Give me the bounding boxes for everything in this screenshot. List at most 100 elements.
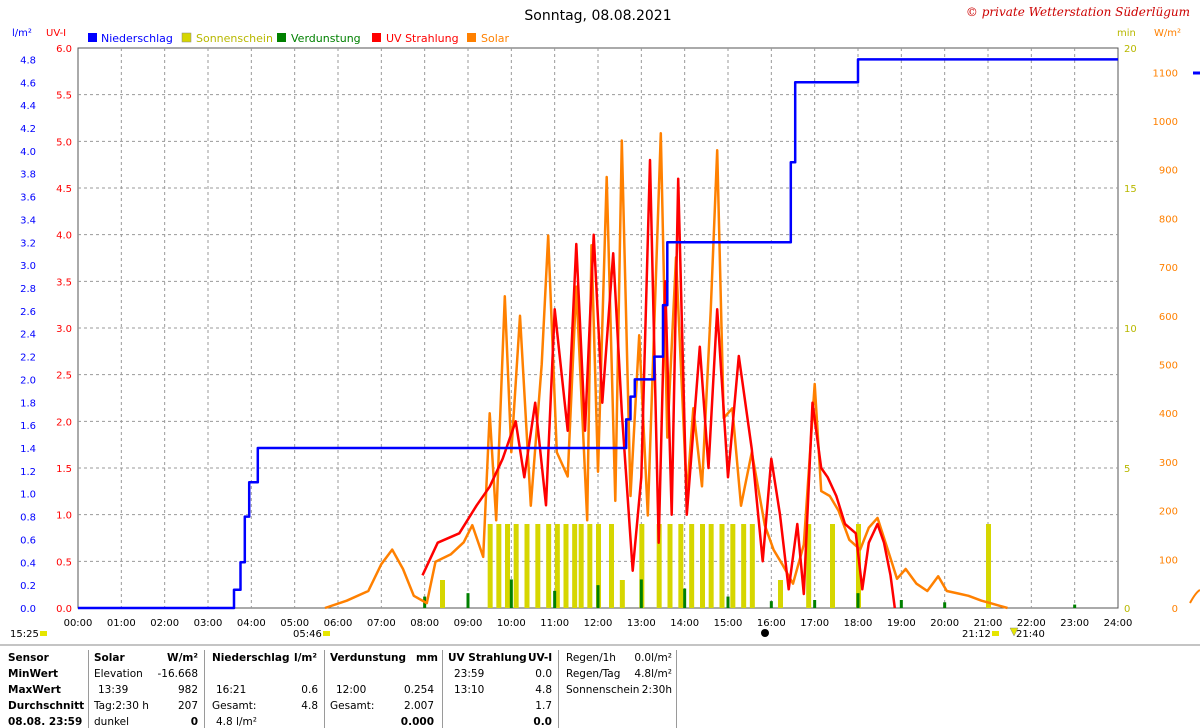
axis-label-uv: UV-I: [46, 28, 66, 39]
rain-max-label: 16:21: [216, 684, 247, 696]
x-tick-label: 13:00: [627, 618, 656, 629]
rain-tick-label: 0.4: [20, 558, 36, 569]
x-tick-label: 08:00: [410, 618, 439, 629]
x-axis: 00:00 01:00 02:00 03:00 04:00 05:00 06:00 07:00…: [64, 618, 1133, 629]
solar-tick-label: 500: [1159, 361, 1178, 372]
legend-label-uv: UV Strahlung: [386, 32, 459, 45]
rain-tick-label: 0.2: [20, 581, 36, 592]
solar-edge-mark: [1189, 589, 1200, 604]
uv-min-label: 23:59: [454, 668, 485, 680]
rain-day-value: 4.8l/m²: [634, 668, 672, 680]
uv-avg-value: 1.7: [535, 700, 552, 712]
solar-header: Solar: [94, 652, 125, 664]
column-divider: [204, 650, 205, 728]
sunshine-tick-label: 10: [1124, 324, 1137, 335]
solar-tick-label: 700: [1159, 263, 1178, 274]
rain-tick-label: 0.0: [20, 604, 36, 615]
uv-tick-label: 5.5: [56, 91, 72, 102]
sun-marker-sunrise: [323, 631, 330, 636]
sunshine-bar: [524, 524, 530, 608]
sunshine-bar: [656, 524, 662, 608]
uv-max-value: 4.8: [535, 684, 552, 696]
sunshine-bar: [535, 524, 541, 608]
row-label-current: 08.08. 23:59: [8, 716, 83, 728]
rain-tick-label: 4.2: [20, 124, 36, 135]
x-tick-label: 03:00: [194, 618, 223, 629]
rain-tick-label: 1.2: [20, 467, 36, 478]
rain-header: Niederschlag: [212, 652, 290, 664]
sun-marker-left: [40, 631, 47, 636]
evap-current-value: 0.000: [400, 716, 434, 728]
x-tick-label: 20:00: [930, 618, 959, 629]
sunshine-bar: [700, 524, 705, 608]
solar-min-value: -16.668: [157, 668, 198, 680]
evaporation-bar: [466, 593, 470, 608]
sunshine-tick-label: 5: [1124, 464, 1130, 475]
x-tick-label: 02:00: [150, 618, 179, 629]
x-tick-label: 11:00: [540, 618, 569, 629]
legend-label-sonnenschein: Sonnenschein: [196, 32, 273, 45]
evaporation-bar: [813, 600, 817, 608]
legend-swatch-uv: [372, 33, 381, 42]
rain-unit: l/m²: [294, 652, 317, 664]
rain-max-value: 0.6: [301, 684, 318, 696]
evap-unit: mm: [416, 652, 438, 664]
axis-label-rain: l/m²: [12, 28, 32, 39]
evaporation-bar: [726, 596, 730, 608]
solar-unit: W/m²: [167, 652, 198, 664]
rain-line: [78, 58, 1118, 610]
uv-tick-label: 1.5: [56, 464, 72, 475]
rain-tick-label: 1.4: [20, 444, 36, 455]
sunshine-bar: [778, 580, 783, 608]
rain-tick-label: 1.8: [20, 398, 36, 409]
x-tick-label: 18:00: [844, 618, 873, 629]
x-tick-label: 19:00: [887, 618, 916, 629]
legend-label-verdunstung: Verdunstung: [291, 32, 361, 45]
sunshine-bar: [639, 524, 645, 608]
rain-tick-label: 4.0: [20, 147, 36, 158]
sunshine-bar: [619, 580, 625, 608]
sunshine-tick-label: 20: [1124, 44, 1137, 55]
evaporation-bar: [596, 585, 600, 608]
x-tick-label: 22:00: [1017, 618, 1046, 629]
solar-tick-label: 100: [1159, 555, 1178, 566]
legend: Niederschlag Sonnenschein Verdunstung UV…: [88, 32, 510, 45]
evap-max-label: 12:00: [336, 684, 367, 696]
sunshine-value: 2:30h: [641, 684, 672, 696]
x-tick-label: 14:00: [670, 618, 699, 629]
row-label-sensor: Sensor: [8, 652, 49, 664]
solar-tick-label: 0: [1172, 604, 1178, 615]
weather-chart: Sonntag, 08.08.2021 © private Wetterstat…: [0, 5, 1200, 646]
sunshine-bar: [741, 524, 747, 608]
uv-tick-label: 4.5: [56, 184, 72, 195]
x-tick-label: 17:00: [800, 618, 829, 629]
rain-tick-label: 3.2: [20, 238, 36, 249]
x-tick-label: 24:00: [1104, 618, 1133, 629]
rain-tick-label: 4.6: [20, 78, 36, 89]
solar-tick-label: 1000: [1153, 117, 1178, 128]
x-tick-label: 01:00: [107, 618, 136, 629]
rain-tick-label: 3.8: [20, 170, 36, 181]
uv-tick-label: 0.0: [56, 604, 72, 615]
rain-1h-label: Regen/1h: [566, 652, 616, 664]
sunshine-bar: [596, 524, 601, 608]
axis-label-solar: W/m²: [1154, 28, 1181, 39]
sunshine-bar: [563, 524, 569, 608]
sunshine-bar: [830, 524, 835, 608]
sunshine-bar: [678, 524, 684, 608]
solar-current-label: dunkel: [94, 716, 130, 728]
rain-tick-label: 0.6: [20, 535, 36, 546]
rain-1h-value: 0.0l/m²: [634, 652, 672, 664]
solar-tick-label: 900: [1159, 166, 1178, 177]
solar-tick-label: 200: [1159, 507, 1178, 518]
column-divider: [558, 650, 559, 728]
evaporation-bar: [1073, 604, 1077, 608]
rain-tick-label: 4.8: [20, 55, 36, 66]
uv-tick-label: 0.5: [56, 557, 72, 568]
y-axis-uv: 0.0 0.5 1.0 1.5 2.0 2.5 3.0 3.5 4.0 4.5 5.0 5.5 6.0: [56, 44, 72, 615]
moon-marker: [1009, 627, 1019, 637]
sunshine-bar: [730, 524, 736, 608]
x-tick-label: 00:00: [64, 618, 93, 629]
rain-tick-label: 1.0: [20, 490, 36, 501]
sunshine-bar: [546, 524, 552, 608]
